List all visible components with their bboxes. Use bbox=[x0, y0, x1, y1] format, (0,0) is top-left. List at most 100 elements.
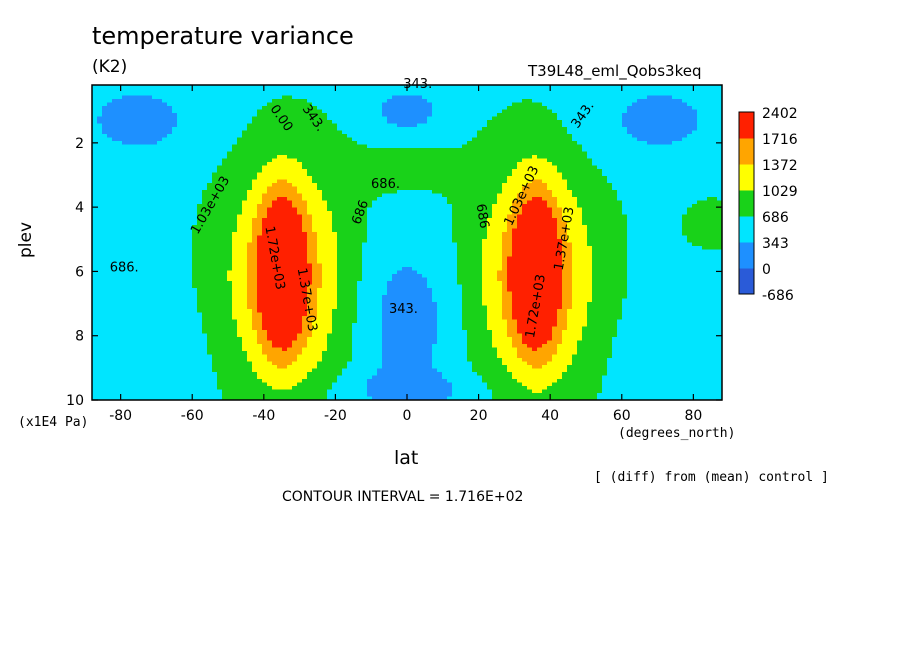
heatmap-cell bbox=[252, 169, 258, 174]
heatmap-cell bbox=[197, 193, 203, 198]
heatmap-cell bbox=[287, 116, 293, 121]
heatmap-cell bbox=[322, 172, 328, 177]
heatmap-cell bbox=[332, 92, 338, 97]
heatmap-cell bbox=[427, 211, 433, 216]
heatmap-cell bbox=[412, 214, 418, 219]
heatmap-cell bbox=[707, 113, 713, 118]
heatmap-cell bbox=[187, 102, 193, 107]
heatmap-cell bbox=[602, 99, 608, 104]
heatmap-cell bbox=[377, 179, 383, 184]
heatmap-cell bbox=[402, 123, 408, 128]
heatmap-cell bbox=[337, 190, 343, 195]
heatmap-cell bbox=[587, 172, 593, 177]
heatmap-cell bbox=[492, 95, 498, 100]
heatmap-cell bbox=[247, 113, 253, 118]
heatmap-cell bbox=[377, 221, 383, 226]
heatmap-cell bbox=[397, 176, 403, 181]
heatmap-cell bbox=[332, 113, 338, 118]
heatmap-cell bbox=[232, 92, 238, 97]
heatmap-cell bbox=[312, 92, 318, 97]
heatmap-cell bbox=[547, 151, 553, 156]
heatmap-cell bbox=[212, 130, 218, 135]
heatmap-cell bbox=[592, 193, 598, 198]
heatmap-cell bbox=[362, 172, 368, 177]
heatmap-cell bbox=[357, 109, 363, 114]
heatmap-cell bbox=[577, 155, 583, 160]
heatmap-cell bbox=[167, 179, 173, 184]
heatmap-cell bbox=[252, 200, 258, 205]
heatmap-cell bbox=[187, 130, 193, 135]
heatmap-cell bbox=[582, 95, 588, 100]
heatmap-cell bbox=[112, 144, 118, 149]
heatmap-cell bbox=[302, 200, 308, 205]
heatmap-cell bbox=[127, 120, 133, 125]
heatmap-cell bbox=[372, 95, 378, 100]
heatmap-cell bbox=[657, 186, 663, 191]
heatmap-cell bbox=[562, 134, 568, 139]
heatmap-cell bbox=[252, 134, 258, 139]
heatmap-cell bbox=[502, 99, 508, 104]
heatmap-cell bbox=[122, 218, 128, 223]
heatmap-cell bbox=[452, 92, 458, 97]
heatmap-cell bbox=[517, 99, 523, 104]
heatmap-cell bbox=[232, 116, 238, 121]
heatmap-cell bbox=[412, 113, 418, 118]
heatmap-cell bbox=[337, 169, 343, 174]
heatmap-cell bbox=[602, 130, 608, 135]
heatmap-cell bbox=[692, 155, 698, 160]
heatmap-cell bbox=[327, 179, 333, 184]
heatmap-cell bbox=[442, 176, 448, 181]
heatmap-cell bbox=[92, 186, 98, 191]
heatmap-cell bbox=[672, 197, 678, 202]
heatmap-cell bbox=[577, 116, 583, 121]
heatmap-cell bbox=[112, 190, 118, 195]
heatmap-cell bbox=[282, 190, 288, 195]
heatmap-cell bbox=[377, 123, 383, 128]
heatmap-cell bbox=[167, 221, 173, 226]
heatmap-cell bbox=[347, 137, 353, 142]
heatmap-cell bbox=[177, 162, 183, 167]
heatmap-cell bbox=[377, 116, 383, 121]
heatmap-cell bbox=[187, 151, 193, 156]
heatmap-cell bbox=[327, 218, 333, 223]
heatmap-cell bbox=[472, 148, 478, 153]
heatmap-cell bbox=[397, 95, 403, 100]
heatmap-cell bbox=[567, 190, 573, 195]
heatmap-cell bbox=[137, 197, 143, 202]
heatmap-cell bbox=[292, 193, 298, 198]
heatmap-cell bbox=[467, 204, 473, 209]
heatmap-cell bbox=[172, 165, 178, 170]
heatmap-cell bbox=[412, 148, 418, 153]
heatmap-cell bbox=[287, 204, 293, 209]
heatmap-cell bbox=[517, 211, 523, 216]
heatmap-cell bbox=[472, 183, 478, 188]
heatmap-cell bbox=[432, 113, 438, 118]
heatmap-cell bbox=[277, 102, 283, 107]
heatmap-cell bbox=[357, 169, 363, 174]
heatmap-cell bbox=[512, 113, 518, 118]
heatmap-cell bbox=[332, 120, 338, 125]
heatmap-cell bbox=[262, 190, 268, 195]
heatmap-cell bbox=[632, 169, 638, 174]
heatmap-cell bbox=[467, 116, 473, 121]
heatmap-cell bbox=[622, 200, 628, 205]
heatmap-cell bbox=[302, 193, 308, 198]
heatmap-cell bbox=[537, 99, 543, 104]
heatmap-cell bbox=[527, 109, 533, 114]
heatmap-cell bbox=[317, 134, 323, 139]
heatmap-cell bbox=[187, 92, 193, 97]
heatmap-cell bbox=[177, 165, 183, 170]
heatmap-cell bbox=[167, 169, 173, 174]
heatmap-cell bbox=[402, 158, 408, 163]
heatmap-cell bbox=[477, 190, 483, 195]
heatmap-cell bbox=[237, 88, 243, 93]
heatmap-cell bbox=[107, 162, 113, 167]
heatmap-cell bbox=[352, 158, 358, 163]
heatmap-cell bbox=[572, 200, 578, 205]
heatmap-cell bbox=[402, 144, 408, 149]
heatmap-cell bbox=[477, 207, 483, 212]
heatmap-cell bbox=[667, 123, 673, 128]
heatmap-cell bbox=[352, 144, 358, 149]
heatmap-cell bbox=[607, 141, 613, 146]
heatmap-cell bbox=[137, 172, 143, 177]
